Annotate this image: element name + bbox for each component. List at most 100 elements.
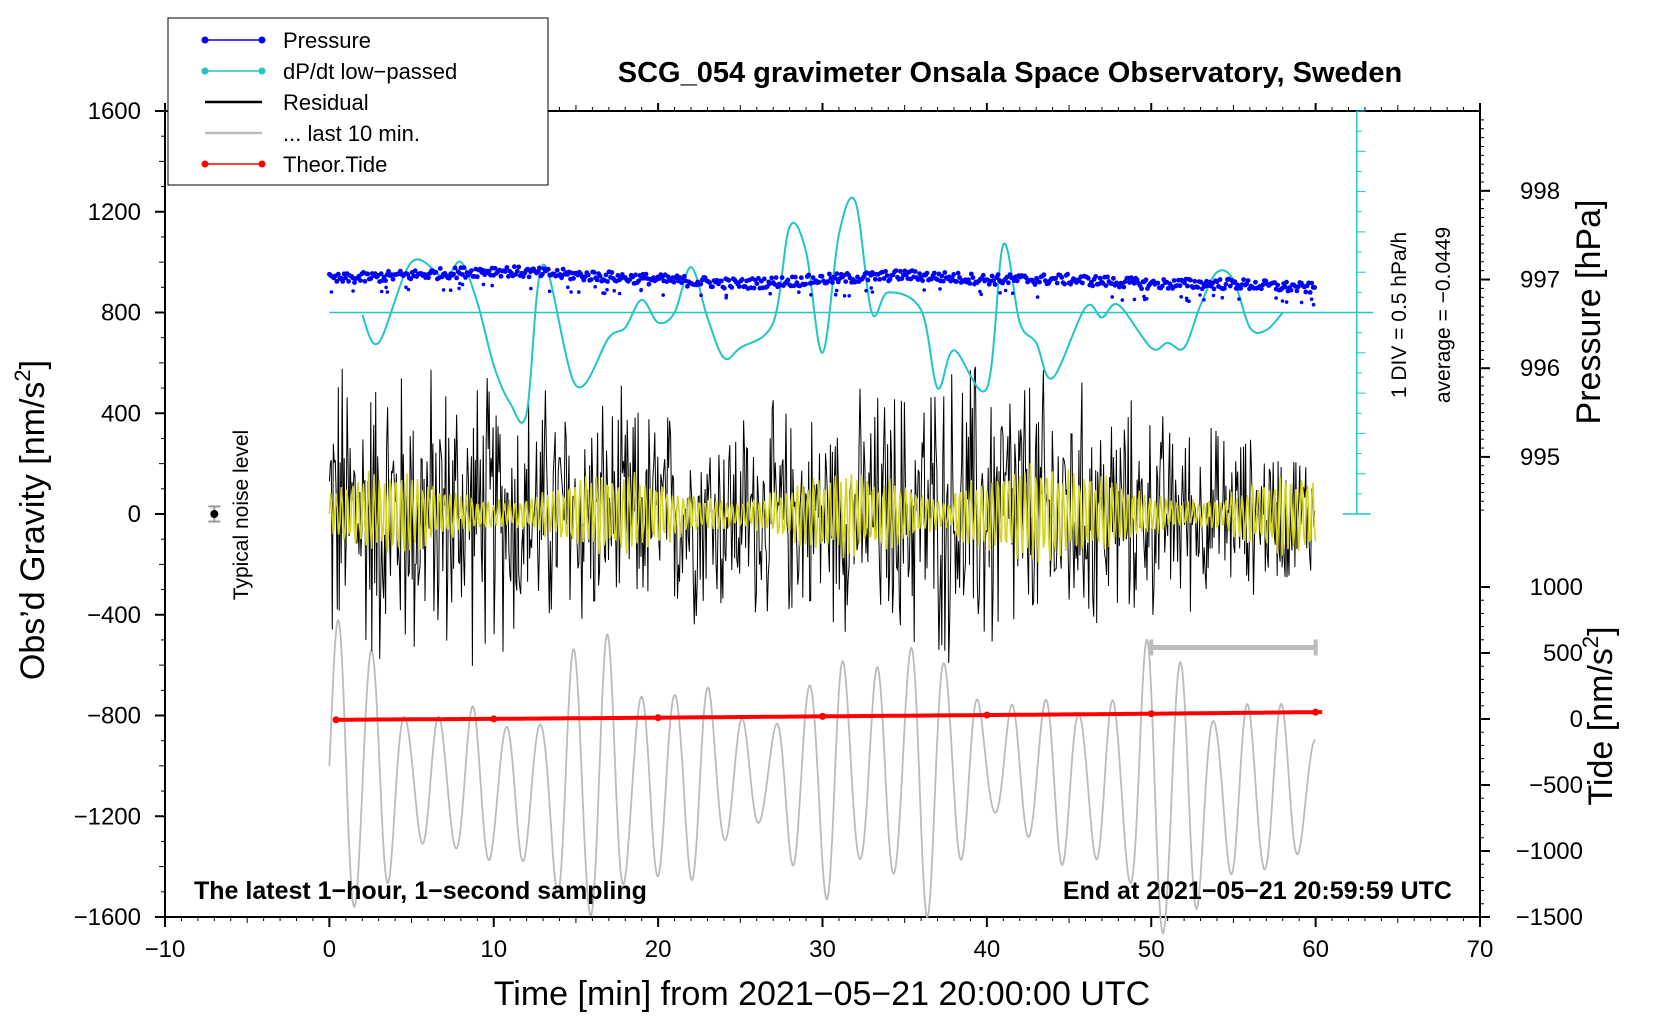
pressure-point: [569, 290, 573, 294]
pressure-point: [383, 278, 388, 283]
tide-axis-label-close: ]: [1582, 626, 1620, 635]
pressure-point: [511, 264, 517, 270]
pressure-point: [1284, 279, 1289, 285]
pressure-tick-label: 995: [1520, 444, 1560, 471]
tide-point: [819, 712, 826, 720]
pressure-point: [1217, 277, 1223, 282]
pressure-point: [437, 266, 443, 271]
x-tick-label: 10: [480, 936, 507, 963]
pressure-point: [922, 288, 926, 292]
x-tick-label: 40: [974, 936, 1001, 963]
pressure-point: [827, 271, 832, 277]
pressure-point: [1171, 278, 1177, 283]
pressure-point: [798, 275, 804, 281]
pressure-point: [1035, 295, 1040, 299]
pressure-point: [1080, 280, 1085, 286]
pressure-point: [646, 281, 652, 287]
pressure-point: [1282, 284, 1288, 290]
pressure-point: [724, 295, 728, 300]
pressure-point: [825, 279, 831, 284]
axis-ticks: −10 0 10 20 30 40 50 60 70 1600 1200 800 400 0 −400 −80…: [74, 98, 1494, 963]
y-axis-label-left-sup: 2: [10, 369, 35, 381]
pressure-point: [516, 264, 522, 270]
x-tick-label: 50: [1138, 936, 1165, 963]
pressure-point: [1090, 283, 1096, 289]
pressure-point: [957, 275, 962, 280]
pressure-point: [1259, 286, 1264, 292]
pressure-point: [791, 283, 797, 289]
pressure-point: [537, 265, 542, 271]
pressure-point: [412, 268, 418, 274]
pressure-point: [761, 276, 767, 282]
pressure-point: [1142, 294, 1146, 299]
pressure-point: [1085, 275, 1091, 281]
pressure-point: [864, 288, 868, 293]
series-layer: [208, 110, 1374, 935]
pressure-point: [834, 271, 840, 277]
pressure-point: [810, 275, 816, 280]
pressure-point: [617, 291, 622, 296]
pressure-point: [1179, 295, 1183, 299]
pressure-point: [809, 293, 813, 297]
pressure-point: [970, 275, 976, 280]
y-tick-label: 1200: [88, 199, 141, 226]
series-dpdt: [361, 196, 1284, 424]
pressure-point: [433, 269, 439, 275]
tide-point: [332, 716, 340, 724]
pressure-point: [869, 286, 873, 290]
pressure-point: [448, 288, 453, 293]
legend-dot: [258, 67, 266, 75]
tide-tick-label: −500: [1529, 772, 1583, 799]
pressure-point: [529, 286, 533, 291]
series-residual-filtered: [328, 463, 1317, 563]
pressure-point: [955, 270, 961, 276]
pressure-point: [877, 277, 883, 282]
legend: Pressure dP/dt low−passed Residual ... last…: [167, 17, 549, 186]
pressure-point: [1065, 271, 1070, 277]
pressure-point: [768, 291, 772, 296]
tide-point: [1147, 710, 1155, 718]
tide-tick-label: −1500: [1516, 904, 1583, 931]
pressure-point: [408, 276, 414, 282]
x-tick-label: 70: [1467, 936, 1494, 963]
series-tide: [332, 708, 1323, 724]
pressure-point: [785, 277, 791, 283]
pressure-point: [591, 270, 597, 275]
legend-label: Residual: [283, 90, 369, 115]
pressure-point: [1188, 277, 1193, 283]
pressure-point: [679, 280, 684, 285]
pressure-point: [474, 274, 480, 280]
legend-dot: [201, 36, 209, 44]
pressure-point: [452, 265, 458, 271]
pressure-point: [1142, 297, 1147, 302]
pressure-point: [329, 290, 334, 294]
noise-level-point: [210, 510, 219, 518]
pressure-point: [612, 289, 616, 293]
div-label: 1 DIV = 0.5 hPa/h: [1388, 232, 1411, 398]
pressure-point: [806, 272, 812, 278]
pressure-point: [932, 270, 937, 276]
pressure-point: [954, 279, 959, 284]
pressure-point: [1010, 291, 1015, 296]
y-tick-label: −1200: [74, 803, 141, 830]
pressure-point: [1223, 281, 1229, 287]
y-tick-label: −800: [87, 703, 141, 730]
pressure-point: [588, 277, 594, 282]
pressure-point: [1309, 280, 1315, 286]
noise-level-label: Typical noise level: [230, 430, 253, 600]
pressure-point: [1309, 297, 1314, 302]
pressure-point: [1182, 280, 1187, 286]
pressure-point: [358, 278, 363, 283]
pressure-point: [609, 270, 615, 275]
pressure-point: [560, 266, 566, 272]
series-last-10-min: [328, 618, 1316, 935]
pressure-point: [1237, 297, 1241, 301]
pressure-point: [1111, 275, 1116, 281]
pressure-point: [601, 291, 605, 295]
tide-tick-label: 0: [1570, 706, 1583, 733]
pressure-point: [1260, 282, 1266, 288]
pressure-point: [643, 271, 649, 277]
pressure-point: [571, 276, 576, 281]
pressure-point: [1211, 286, 1217, 292]
